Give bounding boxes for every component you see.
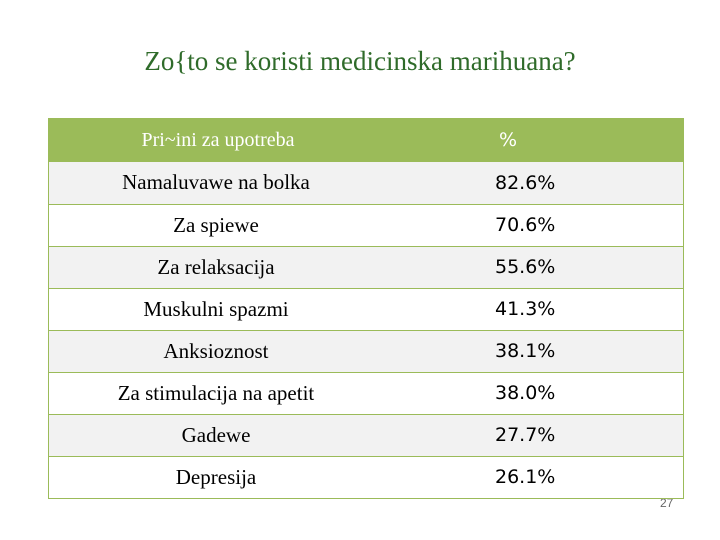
- row-reason: Namaluvawe na bolka: [122, 170, 310, 195]
- row-percent: 26.1%: [383, 455, 683, 498]
- row-percent: 38.1%: [383, 329, 683, 372]
- table-row: Gadewe 27.7%: [49, 413, 683, 456]
- row-reason: Za spiewe: [49, 203, 383, 246]
- page-number: 27: [660, 499, 674, 507]
- row-percent: 70.6%: [383, 203, 683, 246]
- reasons-table: Pri~ini za upotreba % Namaluvawe na bolk…: [48, 118, 684, 499]
- header-reason: Pri~ini za upotreba: [141, 128, 295, 151]
- table-row: Namaluvawe na bolka 82.6%: [49, 162, 683, 204]
- row-percent: 82.6%: [495, 171, 556, 194]
- row-reason: Za stimulacija na apetit: [49, 371, 383, 414]
- row-reason: Za relaksacija: [49, 245, 383, 288]
- row-percent: 38.0%: [383, 371, 683, 414]
- table-row: Za relaksacija 55.6%: [49, 245, 683, 288]
- table-row: Za spiewe 70.6%: [49, 203, 683, 246]
- row-percent: 55.6%: [383, 245, 683, 288]
- table-row: Za stimulacija na apetit 38.0%: [49, 371, 683, 414]
- table-header-row: Pri~ini za upotreba %: [49, 118, 683, 162]
- row-reason: Muskulni spazmi: [49, 287, 383, 330]
- row-percent: 41.3%: [383, 287, 683, 330]
- row-reason: Anksioznost: [49, 329, 383, 372]
- row-percent: 27.7%: [383, 413, 683, 456]
- header-percent: %: [499, 129, 518, 151]
- row-reason: Gadewe: [49, 413, 383, 456]
- table-row: Anksioznost 38.1%: [49, 329, 683, 372]
- table-row: Muskulni spazmi 41.3%: [49, 287, 683, 330]
- slide-title: Zo{to se koristi medicinska marihuana?: [144, 46, 576, 76]
- row-reason: Depresija: [49, 455, 383, 498]
- table-row: Depresija 26.1%: [49, 455, 683, 498]
